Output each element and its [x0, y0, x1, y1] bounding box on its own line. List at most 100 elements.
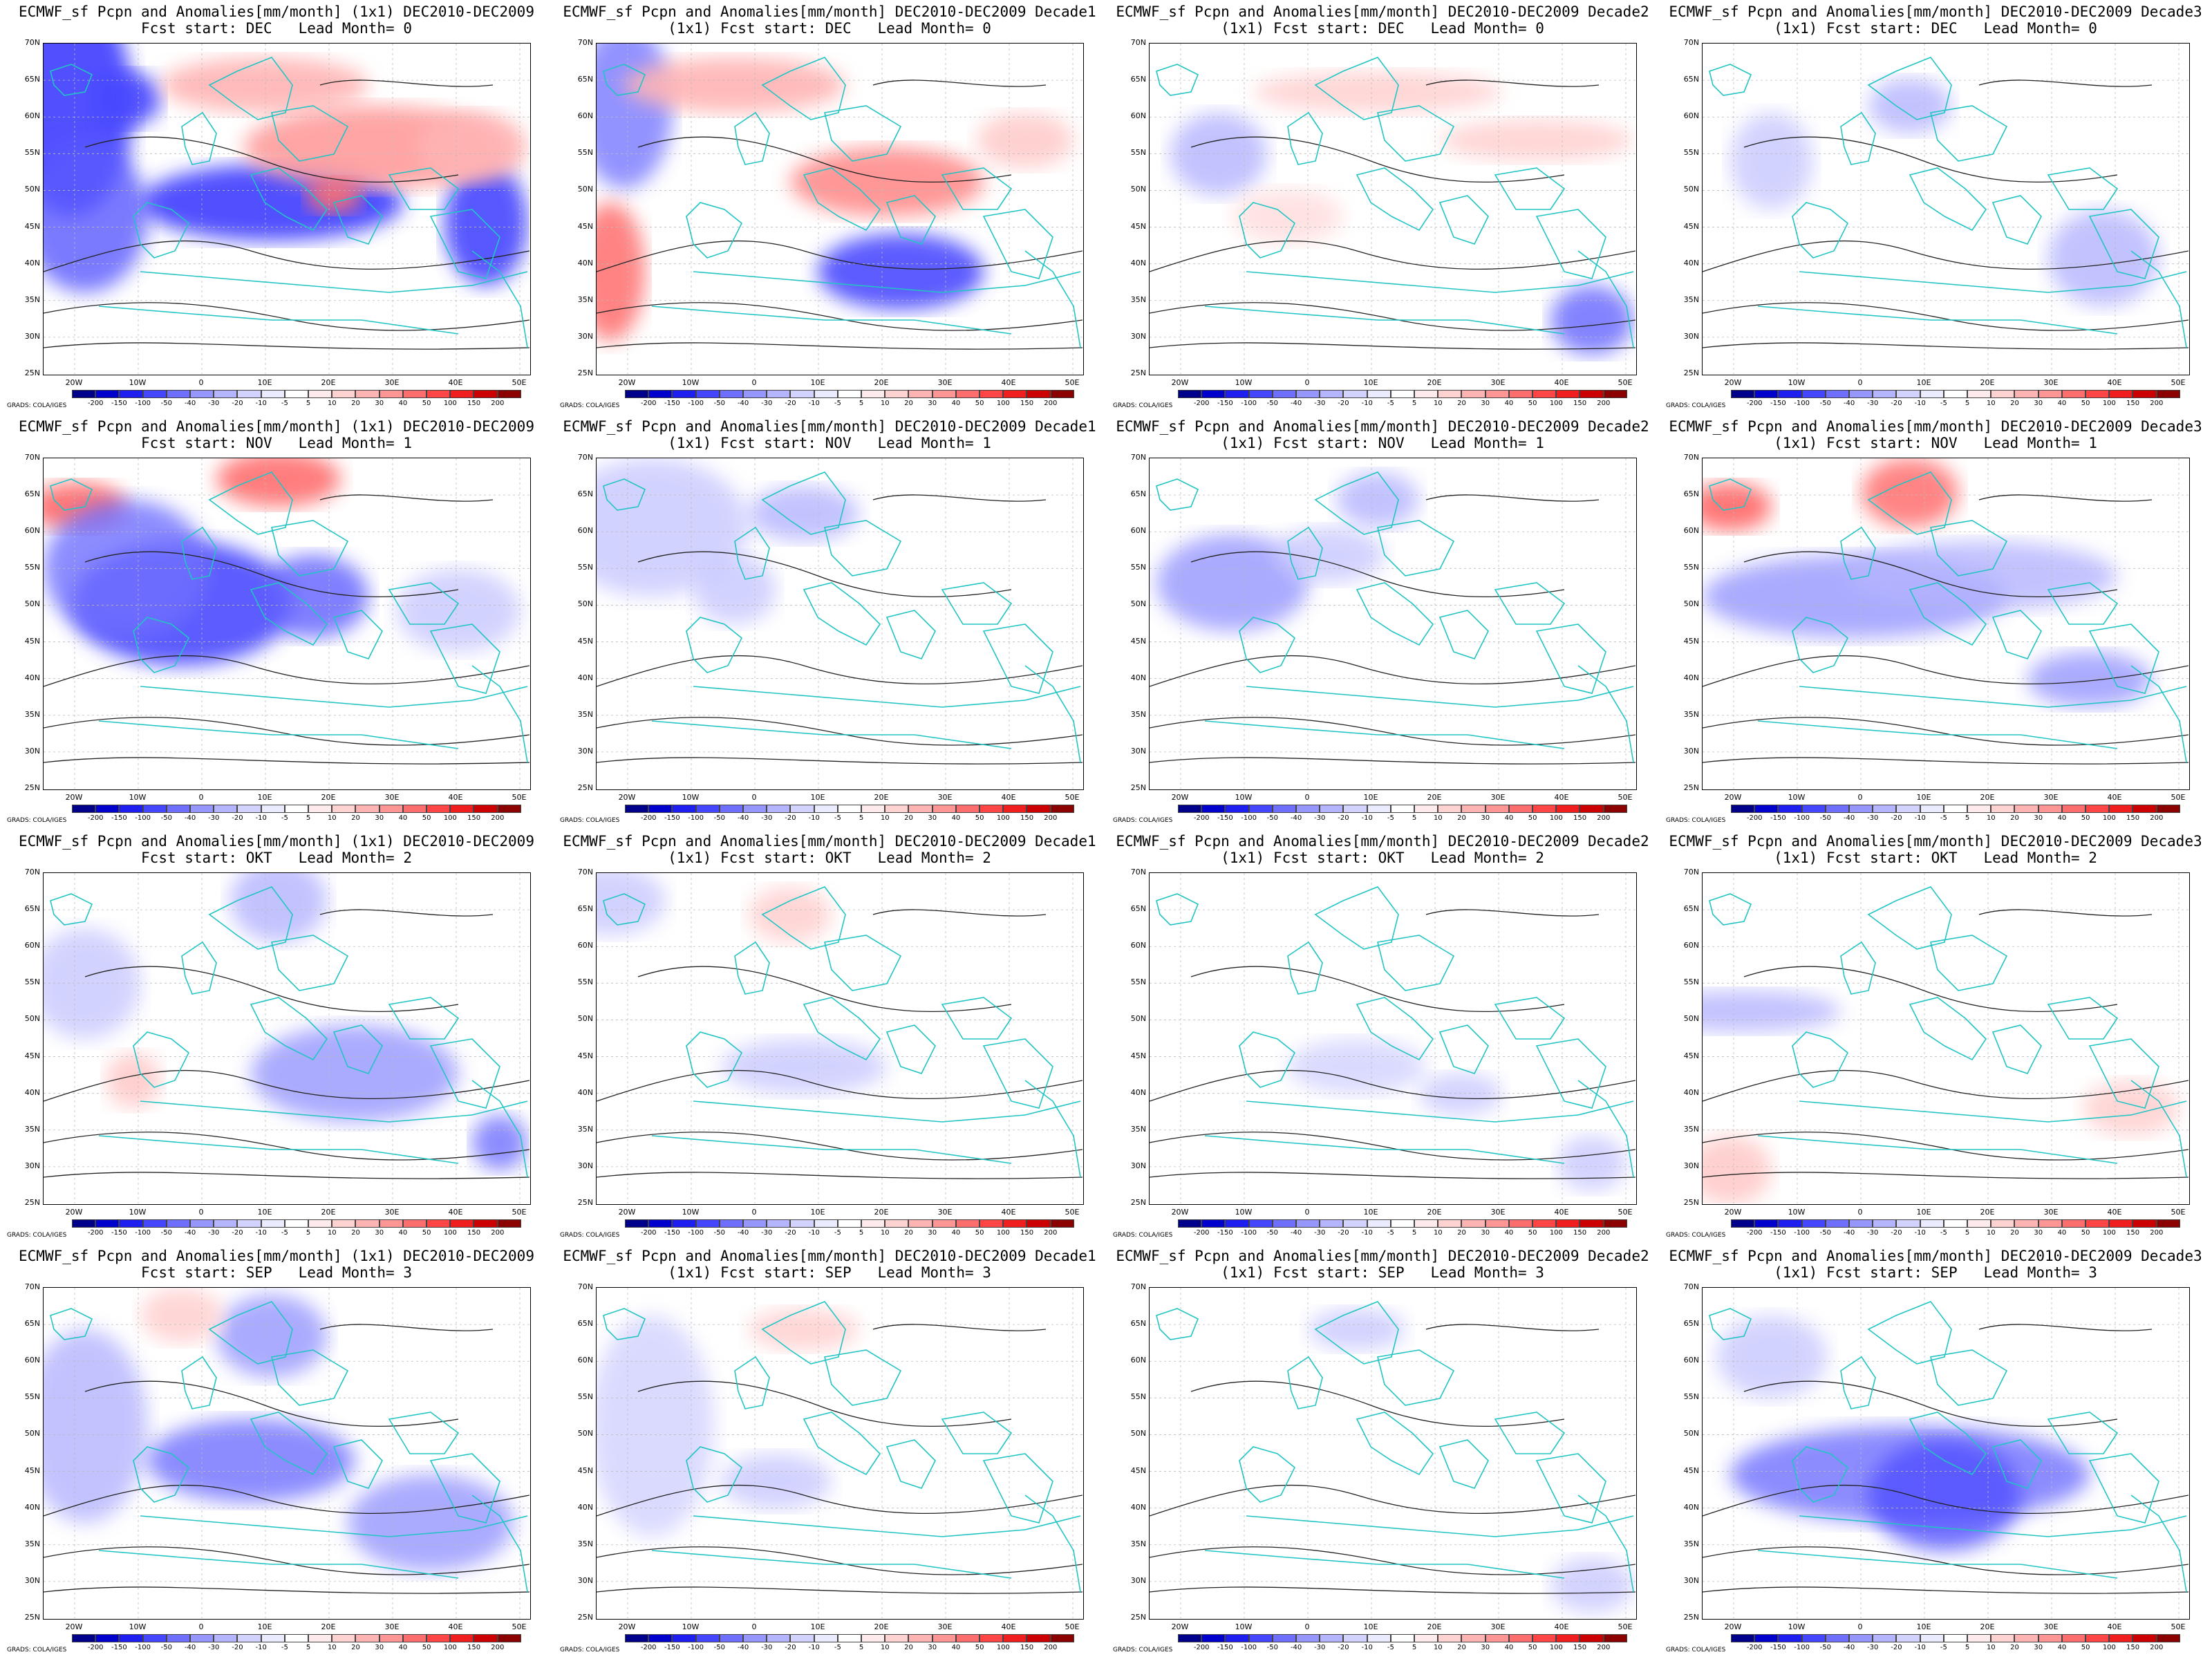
colorbar-swatch — [719, 805, 744, 813]
panel-title: ECMWF_sf Pcpn and Anomalies[mm/month] DE… — [1669, 3, 2202, 20]
precip-contour — [597, 1172, 1082, 1179]
anomaly-map — [43, 872, 531, 1205]
colorbar-swatch — [427, 1634, 451, 1642]
coastline — [50, 1308, 93, 1340]
colorbar-swatch — [332, 390, 356, 398]
anomaly-map — [43, 43, 531, 375]
colorbar-label: 150 — [1020, 1644, 1034, 1651]
grads-credit: GRADS: COLA/IGES — [560, 1232, 620, 1239]
lon-tick-label: 10W — [1788, 378, 1806, 387]
colorbar-swatch — [861, 1634, 885, 1642]
colorbar-swatch — [308, 1219, 332, 1228]
coastline — [208, 471, 293, 535]
grads-credit: GRADS: COLA/IGES — [1113, 1232, 1173, 1239]
colorbar-swatch — [402, 805, 427, 813]
lon-tick-label: 30E — [384, 793, 400, 802]
lat-tick-label: 35N — [1130, 294, 1146, 304]
lat-tick-label: 60N — [577, 941, 593, 950]
colorbar-label: 30 — [375, 1229, 384, 1237]
lon-tick-label: 10W — [129, 793, 147, 802]
colorbar-label: 5 — [1965, 814, 1970, 822]
lat-tick-label: 30N — [1130, 1161, 1146, 1170]
colorbar — [625, 805, 1074, 813]
coastline — [1909, 1412, 1987, 1476]
colorbar-label: 200 — [2150, 400, 2164, 407]
colorbar-label: 30 — [928, 400, 937, 407]
anomaly-shading — [818, 234, 984, 310]
precip-contour — [1150, 655, 1635, 687]
lon-tick-label: 40E — [2107, 1208, 2122, 1217]
colorbar-label: 5 — [306, 814, 311, 822]
colorbar-label: -200 — [1193, 1644, 1210, 1651]
lon-tick-label: 10W — [1788, 1208, 1806, 1217]
anomaly-shading — [1841, 541, 2117, 610]
lat-tick-label: 60N — [24, 526, 40, 536]
lat-tick-label: 65N — [1683, 1319, 1699, 1329]
colorbar-swatch — [1825, 1219, 1850, 1228]
colorbar-label: -5 — [281, 1229, 288, 1237]
grads-credit: GRADS: COLA/IGES — [1666, 817, 1726, 824]
colorbar-swatch — [119, 1634, 143, 1642]
colorbar-swatch — [355, 1219, 379, 1228]
lat-tick-label: 35N — [24, 1124, 40, 1134]
colorbar-swatch — [885, 1634, 909, 1642]
lon-tick-label: 10E — [810, 1208, 825, 1217]
colorbar-swatch — [980, 390, 1004, 398]
colorbar-label: -20 — [232, 1644, 243, 1651]
coastline — [2088, 209, 2159, 279]
panel-subtitle: (1x1) Fcst start: OKT Lead Month= 2 — [668, 850, 991, 866]
colorbar-swatch — [1825, 805, 1850, 813]
lon-tick-label: 20W — [65, 793, 83, 802]
colorbar-label: -100 — [688, 1644, 704, 1651]
map-canvas — [1150, 873, 1635, 1203]
colorbar-label: 30 — [2034, 1644, 2043, 1651]
colorbar-label: -200 — [640, 814, 657, 822]
colorbar-swatch — [1343, 390, 1367, 398]
precip-contour — [319, 909, 494, 917]
precip-contour — [872, 79, 1047, 87]
lon-tick-label: 30E — [1490, 378, 1506, 387]
colorbar-label: 40 — [951, 400, 961, 407]
colorbar-label: -50 — [1266, 814, 1278, 822]
colorbar-label: 200 — [2150, 814, 2164, 822]
map-canvas — [44, 44, 529, 374]
lon-tick-label: 20W — [618, 1208, 636, 1217]
coastline — [824, 520, 902, 577]
grads-credit: GRADS: COLA/IGES — [560, 817, 620, 824]
lat-tick-label: 65N — [24, 489, 40, 499]
precip-contour — [44, 240, 529, 272]
coastline — [1840, 526, 1876, 580]
colorbar-label: 100 — [1549, 1229, 1563, 1237]
lat-tick-label: 40N — [24, 673, 40, 682]
anomaly-shading — [1703, 991, 1841, 1032]
colorbar-label: -20 — [232, 1229, 243, 1237]
panel-subtitle: (1x1) Fcst start: OKT Lead Month= 2 — [1221, 850, 1544, 866]
colorbar-swatch — [1343, 1634, 1367, 1642]
colorbar-label: 30 — [928, 1644, 937, 1651]
colorbar-label: -50 — [713, 400, 725, 407]
lon-tick-label: 10E — [257, 793, 272, 802]
colorbar-label: -5 — [1387, 814, 1394, 822]
anomaly-map — [596, 43, 1084, 375]
coastline — [250, 997, 328, 1061]
colorbar-swatch — [1050, 1634, 1074, 1642]
colorbar-swatch — [214, 1634, 238, 1642]
colorbar-swatch — [790, 1634, 814, 1642]
coastline — [208, 57, 293, 120]
colorbar-swatch — [142, 805, 167, 813]
colorbar-label: -200 — [1193, 400, 1210, 407]
colorbar-swatch — [1414, 390, 1438, 398]
colorbar-label: 40 — [951, 1229, 961, 1237]
colorbar-label: 200 — [2150, 1229, 2164, 1237]
coastline — [1709, 1308, 1752, 1340]
colorbar-swatch — [190, 390, 214, 398]
colorbar-label: -50 — [1819, 1229, 1831, 1237]
precip-contour — [597, 1484, 1082, 1517]
colorbar-swatch — [1754, 390, 1779, 398]
anomaly-shading — [597, 1315, 714, 1537]
coastline — [1494, 582, 1566, 625]
precip-contour — [637, 136, 1012, 183]
lon-tick-label: 20E — [874, 1622, 889, 1631]
lat-tick-label: 40N — [1683, 1087, 1699, 1097]
map-panel: ECMWF_sf Pcpn and Anomalies[mm/month] DE… — [1106, 0, 1659, 415]
